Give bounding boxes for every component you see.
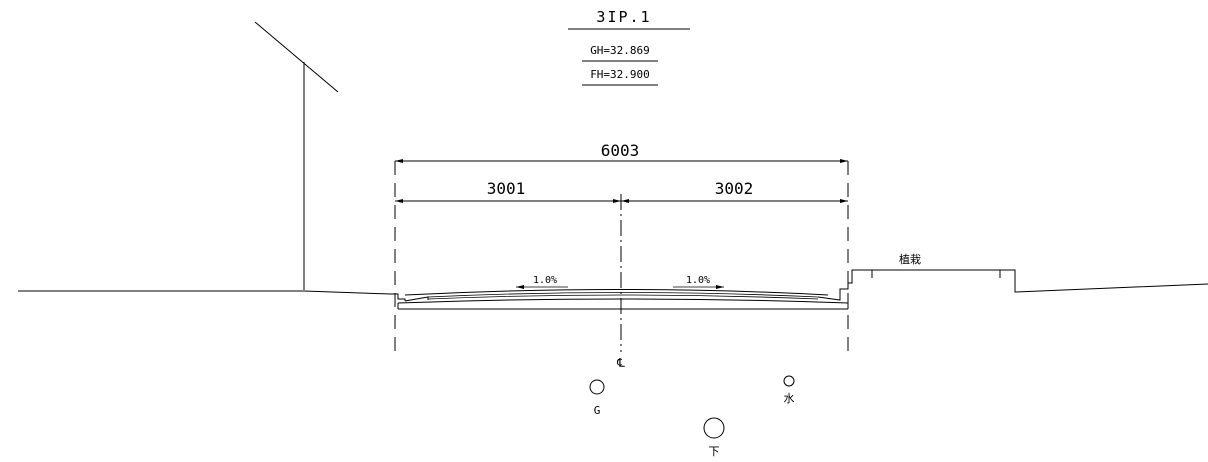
utilities: G 水 下 xyxy=(589,375,795,458)
road-surface-layer xyxy=(427,292,819,298)
dim-right-arrow-left xyxy=(621,199,629,203)
water-pipe-icon xyxy=(783,375,795,387)
slope-right-arrow xyxy=(716,285,724,289)
finished-height-label: FH=32.900 xyxy=(590,68,650,81)
slope-annotations: 1.0% 1.0% xyxy=(516,275,724,289)
dim-left-arrow-left xyxy=(395,199,403,203)
planting-label: 植栽 xyxy=(899,252,921,266)
gas-pipe-icon xyxy=(589,379,605,395)
dimension-lines: 6003 3001 3002 xyxy=(394,141,849,352)
ground-profile: 植栽 xyxy=(18,252,1208,310)
slope-right-label: 1.0% xyxy=(686,275,710,286)
sewer-pipe-icon xyxy=(703,417,725,439)
water-pipe-label: 水 xyxy=(784,392,795,405)
ground-line-left xyxy=(18,290,406,301)
dim-total-label: 6003 xyxy=(601,141,640,160)
dim-total-arrow-right xyxy=(840,159,848,163)
dim-total-arrow-left xyxy=(395,159,403,163)
dim-left-label: 3001 xyxy=(487,179,526,198)
diagonal-line xyxy=(254,21,339,93)
road-surface-layer-2 xyxy=(427,294,819,300)
title-block: 3IP.1 GH=32.869 FH=32.900 xyxy=(568,8,690,86)
centerline-symbol: ℄ xyxy=(616,356,625,370)
sewer-pipe-label: 下 xyxy=(709,445,720,458)
right-curb xyxy=(817,269,1208,301)
ground-height-label: GH=32.869 xyxy=(590,44,650,57)
slope-left-arrow xyxy=(516,285,524,289)
road-surface-top xyxy=(404,289,829,296)
left-gutter xyxy=(404,296,429,302)
left-structure xyxy=(254,21,339,290)
dim-right-label: 3002 xyxy=(715,179,754,198)
gas-pipe-label: G xyxy=(594,404,601,417)
slope-left-label: 1.0% xyxy=(533,275,557,286)
dim-right-arrow-right xyxy=(840,199,848,203)
section-id: 3IP.1 xyxy=(596,8,651,26)
road-base-line xyxy=(397,298,849,304)
dim-left-arrow-right xyxy=(613,199,621,203)
